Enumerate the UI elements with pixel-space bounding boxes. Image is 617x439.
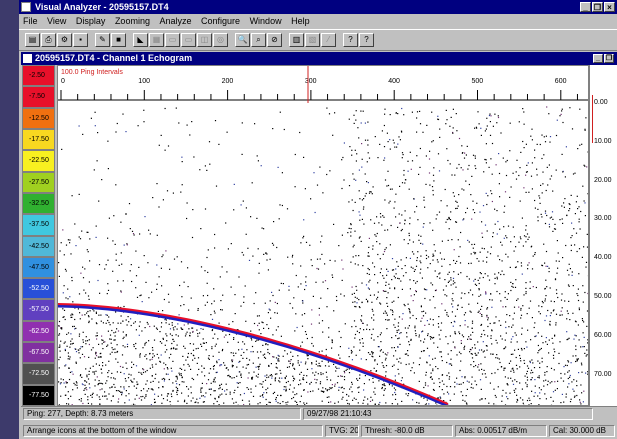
depth-tick-label: 50.00 bbox=[594, 293, 612, 300]
menu-window[interactable]: Window bbox=[249, 16, 282, 26]
threshold-swatch: -37.50 bbox=[22, 214, 55, 236]
bars-icon[interactable]: ▥ bbox=[289, 33, 304, 47]
zoom-in-icon[interactable]: 🔍 bbox=[235, 33, 250, 47]
ping-tick-label: 200 bbox=[222, 78, 234, 85]
depth-axis: 0.00 10.00 20.00 30.00 40.00 50.00 60.00 70.00 bbox=[589, 65, 617, 406]
edit-icon[interactable]: ✎ bbox=[95, 33, 110, 47]
threshold-swatch: -47.50 bbox=[22, 256, 55, 279]
zoom-out-icon[interactable]: ⌕ bbox=[251, 33, 266, 47]
echogram-restore-button[interactable]: ❐ bbox=[604, 54, 614, 63]
region2-icon[interactable]: ▭ bbox=[181, 33, 196, 47]
threshold-swatch: -72.50 bbox=[22, 363, 55, 385]
menu-configure[interactable]: Configure bbox=[201, 16, 241, 26]
save-icon[interactable]: ▪ bbox=[73, 33, 88, 47]
ping-depth-readout: Ping: 277, Depth: 8.73 meters bbox=[23, 408, 301, 420]
depth-tick-label: 10.00 bbox=[594, 137, 612, 145]
ping-axis-band bbox=[58, 66, 588, 103]
threshold-color-scale: -2.50 -7.50 -12.50 -17.50 -22.50 -27.50 -32.50… bbox=[21, 65, 57, 406]
depth-tick-label: 30.00 bbox=[594, 215, 612, 223]
echogram-minimize-button[interactable]: _ bbox=[593, 54, 603, 63]
app-status-bar: Arrange icons at the bottom of the windo… bbox=[19, 424, 617, 439]
bottom-detection-line bbox=[58, 303, 449, 405]
open-icon[interactable]: ▤ bbox=[25, 33, 40, 47]
menu-file[interactable]: File bbox=[23, 16, 38, 26]
calibration-readout: Cal: 30.000 dB bbox=[549, 425, 615, 437]
depth-tick-label: 60.00 bbox=[594, 331, 612, 339]
region-icon[interactable]: ▭ bbox=[165, 33, 180, 47]
depth-tick-label: 0.00 bbox=[594, 99, 608, 106]
ping-tick-label: 100 bbox=[138, 78, 150, 85]
ping-tick-label: 600 bbox=[555, 78, 567, 85]
ping-axis: 0 100 200 300 400 500 600 bbox=[58, 78, 588, 101]
settings-icon[interactable]: ⚙ bbox=[57, 33, 72, 47]
region3-icon[interactable]: ◫ bbox=[197, 33, 212, 47]
threshold-swatch: -17.50 bbox=[22, 128, 55, 151]
stats-icon[interactable]: ▧ bbox=[305, 33, 320, 47]
threshold-swatch: -22.50 bbox=[22, 150, 55, 172]
context-help-icon[interactable]: ? bbox=[359, 33, 374, 47]
threshold-swatch: -52.50 bbox=[22, 278, 55, 300]
stop-icon[interactable]: ■ bbox=[111, 33, 126, 47]
tvg-readout: TVG: 20 bbox=[325, 425, 359, 437]
menu-display[interactable]: Display bbox=[75, 16, 106, 26]
pen-icon[interactable]: ⁄ bbox=[321, 33, 336, 47]
ping-tick-label: 400 bbox=[388, 78, 400, 85]
menu-bar: File View Display Zooming Analyze Config… bbox=[19, 14, 617, 28]
threshold-swatch: -7.50 bbox=[22, 86, 55, 108]
chart-icon[interactable]: ◣ bbox=[133, 33, 148, 47]
threshold-swatch: -77.50 bbox=[22, 384, 55, 406]
visual-analyzer-window: Visual Analyzer - 20595157.DT4 _ ❐ × Fil… bbox=[19, 0, 617, 439]
app-icon bbox=[21, 2, 31, 12]
ping-tick-label: 0 bbox=[61, 78, 65, 85]
threshold-swatch: -32.50 bbox=[22, 192, 55, 215]
depth-tick-label: 20.00 bbox=[594, 176, 612, 184]
target-icon[interactable]: ◎ bbox=[213, 33, 228, 47]
echo-returns bbox=[58, 106, 588, 405]
absorption-readout: Abs: 0.00517 dB/m bbox=[455, 425, 547, 437]
toolbar: ▤ ⎙ ⚙ ▪ ✎ ■ ◣ ▦ ▭ ▭ ◫ ◎ 🔍 ⌕ ⊘ ▥ ▧ ⁄?? bbox=[19, 29, 617, 51]
threshold-swatch: -27.50 bbox=[22, 171, 55, 193]
no-entry-icon[interactable]: ⊘ bbox=[267, 33, 282, 47]
threshold-swatch: -62.50 bbox=[22, 320, 55, 343]
echogram-window: 20595157.DT4 - Channel 1 Echogram _ ❐ -2… bbox=[21, 52, 617, 422]
depth-cursor-marker bbox=[592, 95, 597, 143]
echogram-status-bar: Ping: 277, Depth: 8.73 meters 09/27/98 2… bbox=[21, 406, 617, 421]
ping-tick-label: 500 bbox=[472, 78, 484, 85]
bottom-detection-shadow bbox=[58, 304, 449, 405]
menu-analyze[interactable]: Analyze bbox=[159, 16, 192, 26]
threshold-swatch: -2.50 bbox=[22, 65, 55, 87]
echogram-title: 20595157.DT4 - Channel 1 Echogram bbox=[35, 53, 193, 63]
close-button[interactable]: × bbox=[604, 2, 615, 12]
menu-help[interactable]: Help bbox=[291, 16, 310, 26]
threshold-swatch: -67.50 bbox=[22, 342, 55, 364]
status-message: Arrange icons at the bottom of the windo… bbox=[23, 425, 323, 437]
echogram-canvas: 0 100 200 300 400 500 600 100.0 Ping Intervals bbox=[58, 66, 588, 405]
threshold-swatch: -12.50 bbox=[22, 107, 55, 129]
help-icon[interactable]: ? bbox=[343, 33, 358, 47]
app-title-bar: Visual Analyzer - 20595157.DT4 _ ❐ × bbox=[19, 0, 617, 14]
print-icon[interactable]: ⎙ bbox=[41, 33, 56, 47]
grid-icon[interactable]: ▦ bbox=[149, 33, 164, 47]
threshold-swatch: -57.50 bbox=[22, 299, 55, 321]
threshold-readout: Thresh: -80.0 dB bbox=[361, 425, 453, 437]
threshold-swatch: -42.50 bbox=[22, 235, 55, 257]
minimize-button[interactable]: _ bbox=[580, 2, 591, 12]
desktop-strip bbox=[0, 0, 19, 439]
echogram-plot[interactable]: 0 100 200 300 400 500 600 100.0 Ping Intervals bbox=[57, 65, 589, 406]
depth-tick-label: 40.00 bbox=[594, 254, 612, 262]
ping-interval-label: 100.0 Ping Intervals bbox=[61, 69, 123, 76]
ping-tick-label: 300 bbox=[305, 78, 317, 85]
echogram-window-icon bbox=[23, 54, 32, 63]
menu-view[interactable]: View bbox=[47, 16, 67, 26]
ping-timestamp: 09/27/98 21:10:43 bbox=[303, 408, 593, 420]
maximize-button[interactable]: ❐ bbox=[592, 2, 603, 12]
depth-tick-label: 70.00 bbox=[594, 370, 612, 378]
echogram-title-bar: 20595157.DT4 - Channel 1 Echogram _ ❐ bbox=[21, 52, 617, 65]
menu-zooming[interactable]: Zooming bbox=[114, 16, 150, 26]
app-title: Visual Analyzer - 20595157.DT4 bbox=[35, 2, 169, 12]
